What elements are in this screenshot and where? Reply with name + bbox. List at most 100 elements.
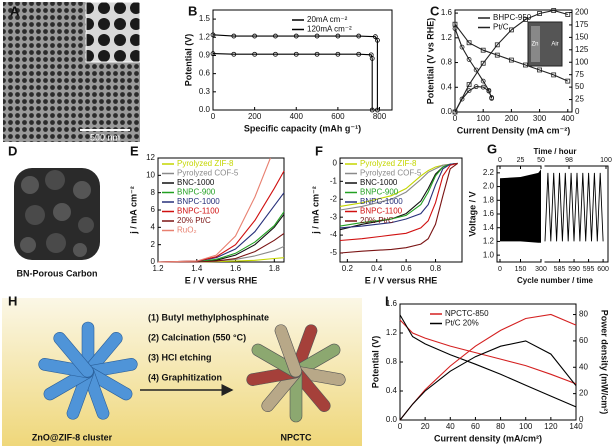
marker <box>494 52 500 58</box>
image-caption: NPCTC <box>281 432 312 442</box>
step-text: (3) HCl etching <box>148 352 212 362</box>
marker <box>210 32 216 38</box>
series-line <box>339 162 458 242</box>
marker <box>466 57 472 62</box>
y-tick-label: 2.2 <box>483 168 495 177</box>
marker <box>551 72 557 78</box>
marker <box>486 88 492 94</box>
legend-label: BNC-1000 <box>177 178 215 187</box>
y-tick-label: 2.0 <box>483 182 495 191</box>
x-axis-label: Cycle number / time <box>517 276 594 285</box>
marker <box>273 33 278 39</box>
marker <box>356 51 362 57</box>
marker <box>480 84 486 90</box>
y-tick-label: 1.2 <box>441 33 453 42</box>
panel-label: A <box>10 3 20 18</box>
marker <box>293 33 299 39</box>
series-line <box>399 313 577 421</box>
marker <box>293 51 299 57</box>
series-line <box>339 162 458 227</box>
y2-tick-label: 25 <box>575 95 584 104</box>
x-tick-label: 0.4 <box>371 264 383 273</box>
legend-label: Pyrolyzed ZIF-8 <box>177 159 234 168</box>
legend-label: BHPC-950 <box>493 13 532 22</box>
y-tick-label: -4 <box>330 230 338 239</box>
x-tick-label: 590 <box>568 266 580 273</box>
marker <box>508 27 514 33</box>
y-tick-label: 6 <box>151 205 156 214</box>
legend-label: 120mA cm⁻² <box>307 25 352 34</box>
cycling-band <box>500 169 541 243</box>
panel-label: E <box>130 143 139 158</box>
series-line <box>212 53 373 110</box>
x-tick-label: 200 <box>248 112 262 121</box>
marker <box>210 51 216 57</box>
y-tick-label: -3 <box>330 212 338 221</box>
panel-label: G <box>487 141 497 156</box>
x-tick-label: 400 <box>290 112 304 121</box>
y-axis-label: j / mA cm⁻² <box>310 186 320 234</box>
y-tick-label: 0.8 <box>441 58 453 67</box>
x-tick-label: 1.2 <box>152 264 164 273</box>
marker <box>369 56 375 61</box>
marker <box>314 51 320 57</box>
x-tick-label: 400 <box>561 114 575 123</box>
synthesis-scheme: (1) Butyl methylphosphinate (2) Calcinat… <box>2 298 362 446</box>
image-caption: BN-Porous Carbon <box>17 268 98 278</box>
marker <box>565 12 571 17</box>
legend-label: Pyrolyzed ZIF-8 <box>360 159 417 168</box>
y-tick-label: 1.6 <box>441 8 453 17</box>
marker <box>508 57 514 63</box>
y2-tick-label: 200 <box>575 8 589 17</box>
marker <box>494 42 500 48</box>
scale-bar: 500 nm <box>90 132 120 142</box>
marker <box>335 51 341 57</box>
marker <box>480 78 486 84</box>
y-tick-label: 0.8 <box>386 357 398 366</box>
series-line <box>454 9 568 113</box>
series-line <box>544 172 604 242</box>
y-tick-label: -5 <box>330 248 338 257</box>
series-line <box>339 162 458 229</box>
y2-tick-label: 40 <box>579 362 588 371</box>
y-tick-label: 8 <box>151 188 156 197</box>
x-tick-label: 0.6 <box>401 264 413 273</box>
x2-tick-label: 100 <box>600 157 612 164</box>
x2-tick-label: 50 <box>537 157 545 164</box>
x-tick-label: 40 <box>446 422 455 431</box>
x-tick-label: 0.8 <box>430 264 442 273</box>
series-line <box>339 162 458 211</box>
y-tick-label: 12 <box>146 153 155 162</box>
legend-label: BNPC-1100 <box>177 207 220 216</box>
x-tick-label: 300 <box>535 266 547 273</box>
x-tick-label: 20 <box>421 422 430 431</box>
legend-label: 20% Pt/C <box>177 216 211 225</box>
plot-frame <box>212 9 393 111</box>
x-tick-label: 0 <box>498 266 502 273</box>
x-tick-label: 300 <box>533 114 547 123</box>
inset-label: Zn <box>531 42 538 48</box>
marker <box>480 47 486 53</box>
marker <box>565 78 571 84</box>
y2-tick-label: 0 <box>579 415 584 424</box>
y-tick-label: 1.2 <box>199 32 211 41</box>
series-line <box>454 28 493 99</box>
x-tick-label: 1.4 <box>191 264 203 273</box>
y-tick-label: 0.6 <box>199 69 211 78</box>
x-tick-label: 0.2 <box>342 264 354 273</box>
y-tick-label: 0.9 <box>199 51 211 60</box>
y2-tick-label: 150 <box>575 32 589 41</box>
x-axis-label: Specific capacity (mAh g⁻¹) <box>244 123 361 133</box>
series-line <box>158 232 285 263</box>
marker <box>252 51 258 57</box>
legend-label: BNPC-900 <box>177 188 216 197</box>
x2-axis-label: Time / hour <box>534 147 577 156</box>
x-tick-label: 1.8 <box>269 264 281 273</box>
marker <box>466 82 472 88</box>
y-tick-label: -2 <box>330 194 338 203</box>
legend-label: 20mA cm⁻² <box>307 15 348 24</box>
x-tick-label: 140 <box>569 422 583 431</box>
x-tick-label: 595 <box>583 266 595 273</box>
marker <box>459 44 465 50</box>
